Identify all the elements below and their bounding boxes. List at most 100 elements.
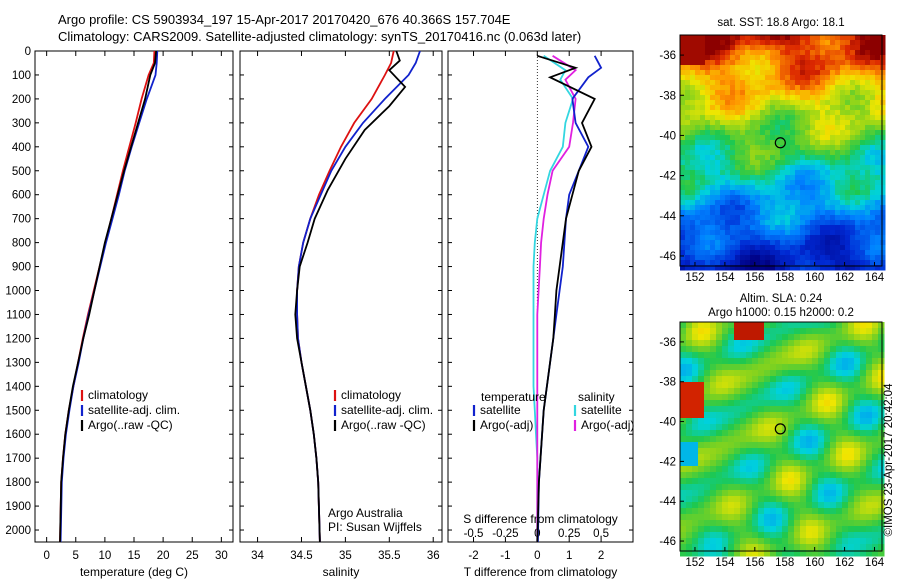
- heatmap-cell: [810, 95, 816, 101]
- x-tick-label: 35.5: [378, 550, 400, 562]
- heatmap-cell: [810, 190, 816, 196]
- heatmap-cell: [750, 165, 756, 171]
- heatmap-cell: [752, 436, 759, 443]
- heatmap-cell: [780, 215, 786, 221]
- heatmap-cell: [730, 250, 736, 256]
- heatmap-cell: [725, 45, 731, 51]
- heatmap-cell: [835, 110, 841, 116]
- heatmap-cell: [800, 65, 806, 71]
- heatmap-cell: [728, 520, 735, 527]
- heatmap-cell: [720, 155, 726, 161]
- heatmap-cell: [746, 406, 753, 413]
- heatmap-cell: [815, 200, 821, 206]
- heatmap-cell: [800, 55, 806, 61]
- heatmap-cell: [870, 230, 876, 236]
- heatmap-cell: [780, 60, 786, 66]
- heatmap-cell: [860, 235, 866, 241]
- heatmap-cell: [690, 265, 696, 271]
- heatmap-cell: [745, 185, 751, 191]
- heatmap-cell: [746, 526, 753, 533]
- heatmap-cell: [794, 364, 801, 371]
- heatmap-cell: [740, 544, 747, 551]
- heatmap-cell: [722, 442, 729, 449]
- heatmap-cell: [710, 240, 716, 246]
- heatmap-cell: [704, 340, 711, 347]
- heatmap-cell: [740, 175, 746, 181]
- heatmap-cell: [794, 370, 801, 377]
- heatmap-cell: [695, 185, 701, 191]
- heatmap-cell: [755, 125, 761, 131]
- heatmap-cell: [695, 105, 701, 111]
- heatmap-cell: [810, 200, 816, 206]
- heatmap-cell: [870, 40, 876, 46]
- heatmap-cell: [782, 358, 789, 365]
- heatmap-cell: [835, 175, 841, 181]
- heatmap-cell: [750, 100, 756, 106]
- heatmap-cell: [686, 430, 693, 437]
- heatmap-cell: [794, 502, 801, 509]
- heatmap-cell: [860, 370, 867, 377]
- heatmap-cell: [680, 90, 686, 96]
- heatmap-cell: [704, 322, 711, 329]
- heatmap-cell: [815, 235, 821, 241]
- heatmap-cell: [704, 364, 711, 371]
- heatmap-cell: [880, 200, 886, 206]
- heatmap-cell: [752, 394, 759, 401]
- heatmap-cell: [880, 215, 886, 221]
- heatmap-cell: [725, 135, 731, 141]
- heatmap-cell: [878, 514, 885, 521]
- heatmap-cell: [805, 165, 811, 171]
- heatmap-cell: [875, 150, 881, 156]
- heatmap-cell: [818, 340, 825, 347]
- heatmap-cell: [710, 502, 717, 509]
- heatmap-cell: [820, 35, 826, 41]
- heatmap-cell: [860, 100, 866, 106]
- heatmap-cell: [692, 460, 699, 467]
- heatmap-cell: [746, 418, 753, 425]
- heatmap-cell: [848, 508, 855, 515]
- heatmap-cell: [785, 145, 791, 151]
- heatmap-cell: [750, 80, 756, 86]
- heatmap-cell: [690, 165, 696, 171]
- heatmap-cell: [840, 205, 846, 211]
- heatmap-cell: [860, 388, 867, 395]
- heatmap-cell: [765, 95, 771, 101]
- heatmap-cell: [818, 430, 825, 437]
- heatmap-cell: [840, 95, 846, 101]
- heatmap-cell: [698, 412, 705, 419]
- heatmap-cell: [870, 165, 876, 171]
- heatmap-cell: [805, 120, 811, 126]
- heatmap-cell: [845, 215, 851, 221]
- heatmap-cell: [820, 200, 826, 206]
- heatmap-cell: [830, 412, 837, 419]
- heatmap-cell: [825, 200, 831, 206]
- panel-frame-difference: [447, 50, 634, 543]
- heatmap-cell: [745, 45, 751, 51]
- heatmap-cell: [880, 250, 886, 256]
- heatmap-cell: [830, 520, 837, 527]
- heatmap-cell: [818, 460, 825, 467]
- heatmap-cell: [845, 125, 851, 131]
- heatmap-cell: [835, 75, 841, 81]
- heatmap-cell: [760, 165, 766, 171]
- heatmap-cell: [842, 406, 849, 413]
- heatmap-cell: [785, 155, 791, 161]
- heatmap-cell: [725, 255, 731, 261]
- heatmap-cell: [840, 110, 846, 116]
- heatmap-cell: [842, 358, 849, 365]
- heatmap-cell: [790, 70, 796, 76]
- heatmap-cell: [806, 370, 813, 377]
- heatmap-cell: [878, 418, 885, 425]
- heatmap-cell: [710, 454, 717, 461]
- heatmap-cell: [830, 255, 836, 261]
- heatmap-cell: [730, 235, 736, 241]
- heatmap-cell: [716, 430, 723, 437]
- heatmap-cell: [720, 80, 726, 86]
- heatmap-cell: [818, 406, 825, 413]
- heatmap-cell: [800, 205, 806, 211]
- heatmap-cell: [866, 472, 873, 479]
- heatmap-cell: [830, 90, 836, 96]
- heatmap-cell: [685, 130, 691, 136]
- heatmap-cell: [800, 70, 806, 76]
- heatmap-cell: [776, 346, 783, 353]
